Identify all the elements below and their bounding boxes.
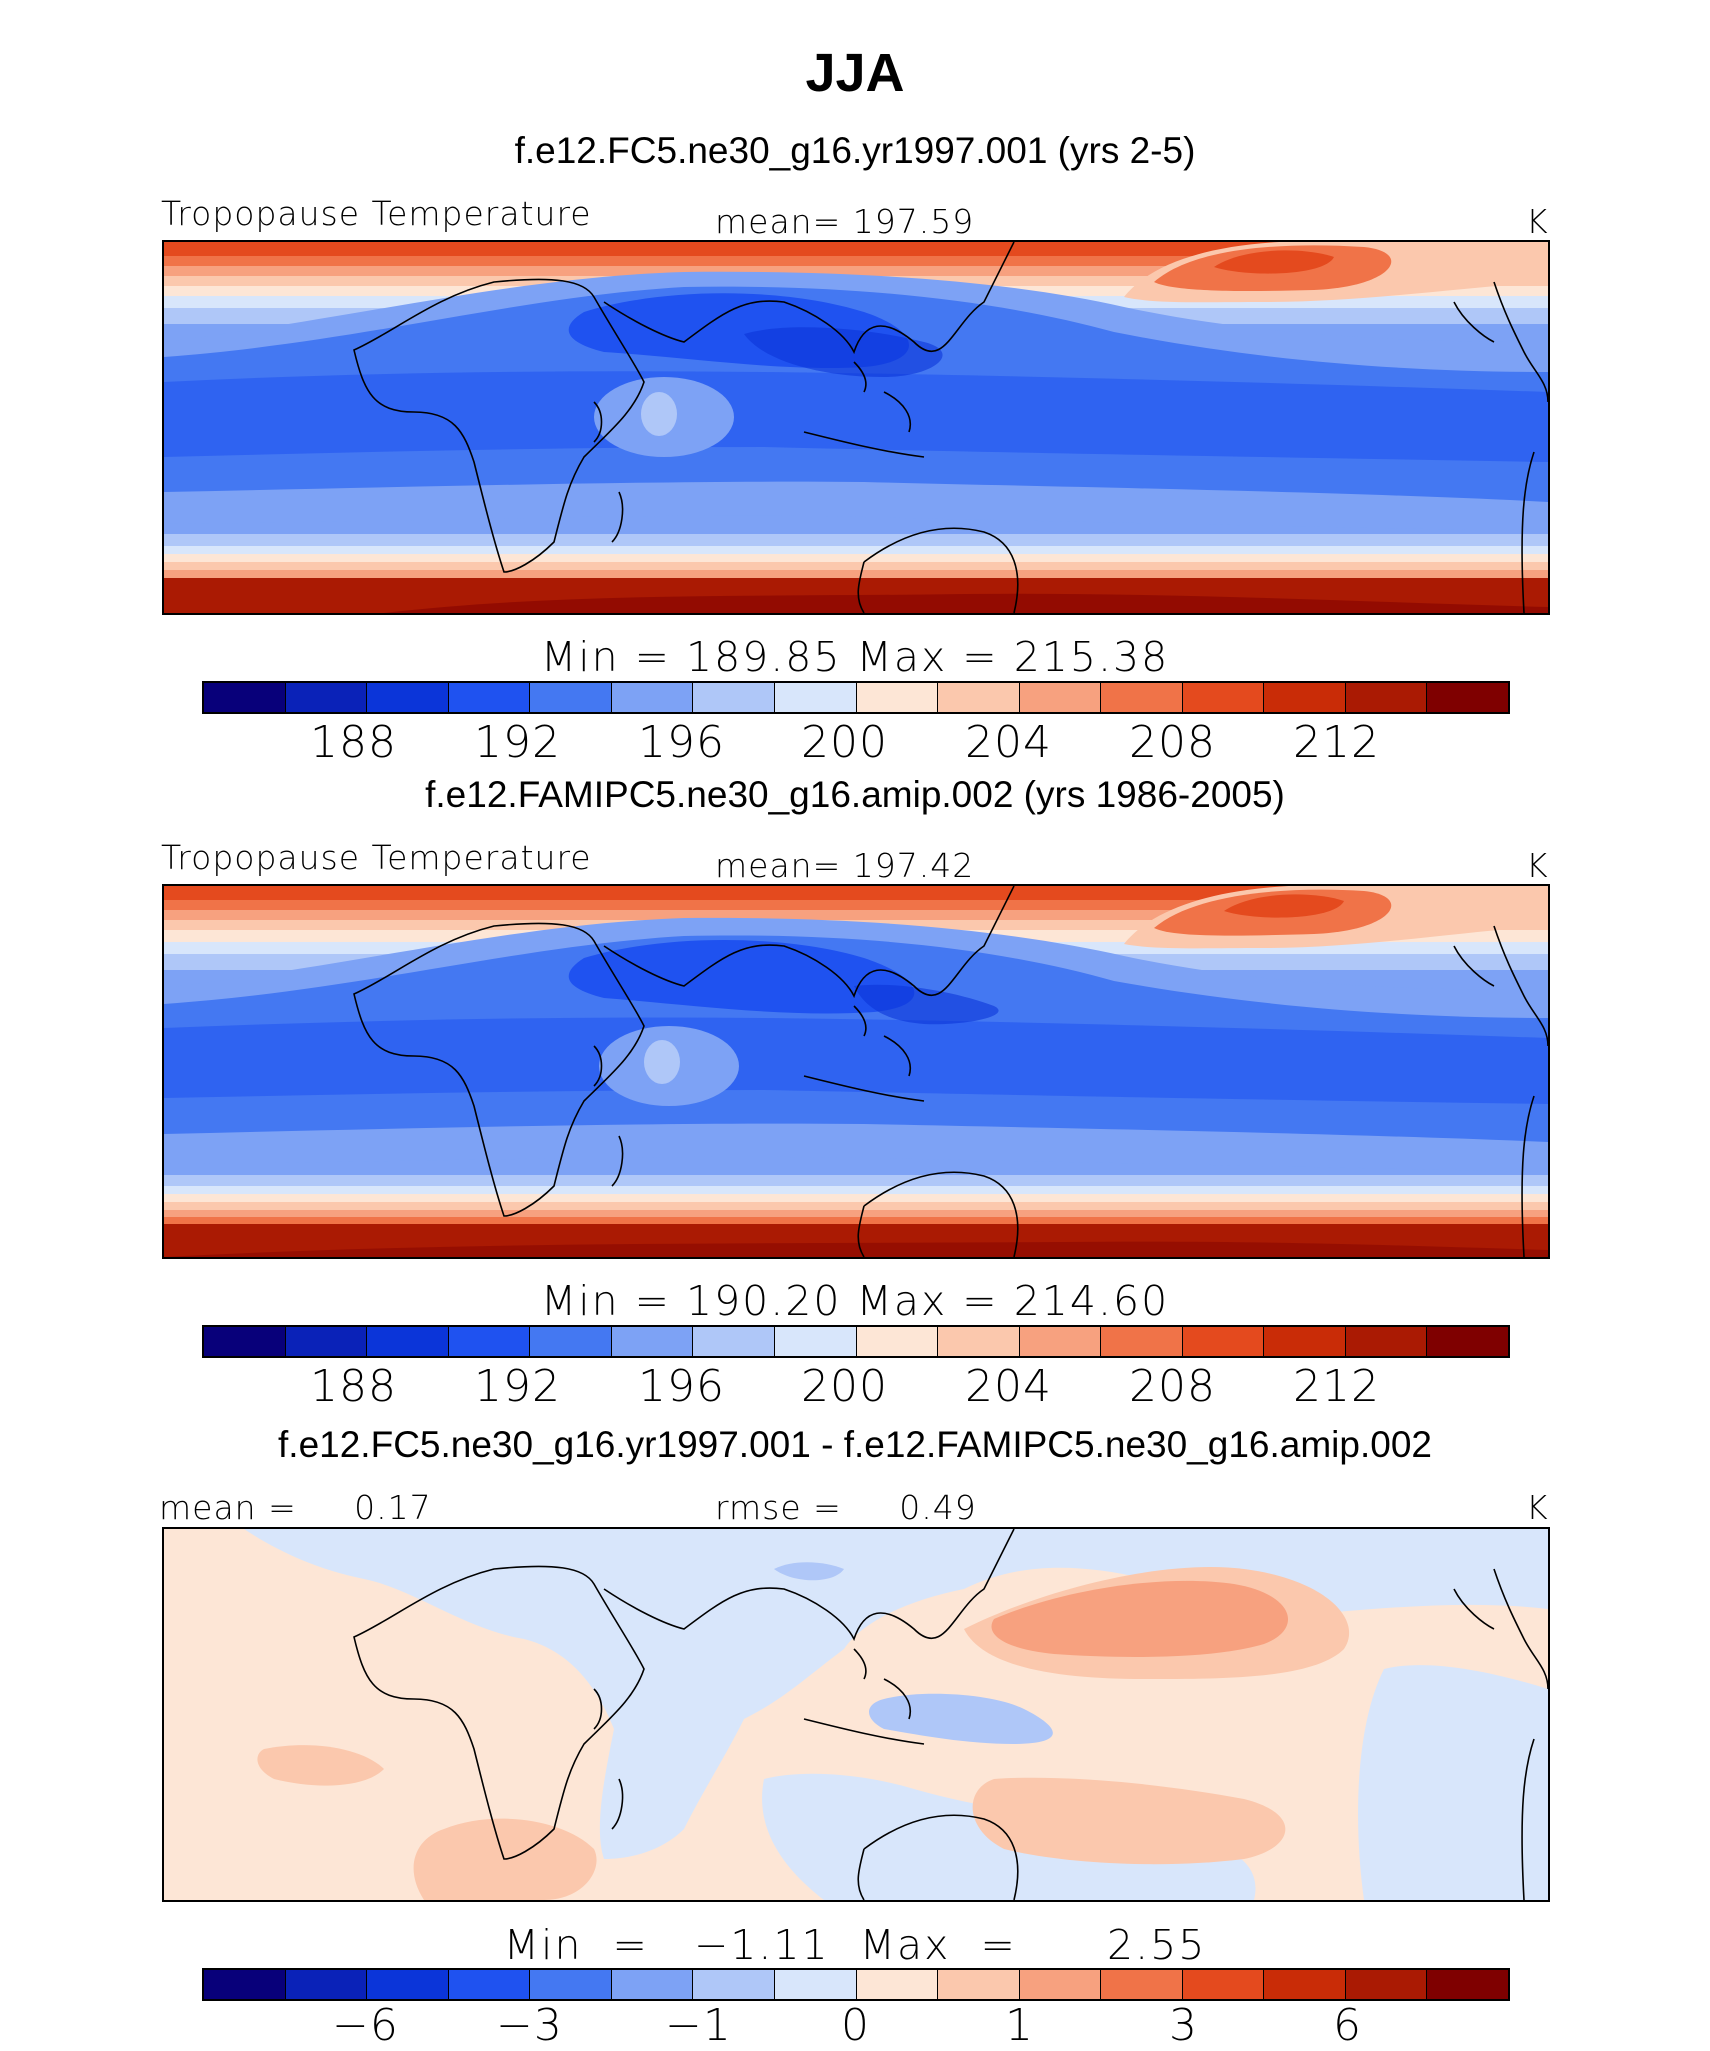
colorbar-swatch [284, 1327, 367, 1356]
panel1-tick: 192 [474, 717, 561, 768]
colorbar-swatch [1344, 683, 1427, 712]
panel2-tick: 204 [965, 1361, 1052, 1412]
panel2-tick: 188 [310, 1361, 397, 1412]
colorbar-swatch [284, 1970, 367, 1999]
colorbar-swatch [529, 1327, 611, 1356]
panel2-tick: 192 [474, 1361, 561, 1412]
colorbar-swatch [1344, 1970, 1427, 1999]
panel3-tick: 0 [841, 2000, 870, 2051]
panel2-map [162, 884, 1550, 1259]
panel2-tick: 208 [1129, 1361, 1216, 1412]
colorbar-swatch [855, 1970, 938, 1999]
colorbar-swatch [855, 1327, 938, 1356]
colorbar-swatch [529, 1970, 611, 1999]
panel2-units-label: K [1526, 846, 1549, 885]
panel1-minmax: Min = 189.85 Max = 215.38 [540, 633, 1170, 681]
panel3-mean-label: mean = 0.17 [159, 1488, 432, 1527]
panel1-tick: 204 [965, 717, 1052, 768]
colorbar-swatch [1263, 1970, 1345, 1999]
panel2-colorbar [202, 1325, 1510, 1358]
colorbar-swatch [1263, 683, 1345, 712]
colorbar-swatch [1018, 683, 1101, 712]
colorbar-swatch [366, 683, 448, 712]
colorbar-swatch [773, 1327, 856, 1356]
panel1-tick: 212 [1293, 717, 1380, 768]
panel3-tick: 6 [1333, 2000, 1362, 2051]
colorbar-swatch [937, 1970, 1019, 1999]
panel3-tick: 1 [1005, 2000, 1034, 2051]
colorbar-swatch [1018, 1327, 1101, 1356]
colorbar-swatch [773, 683, 856, 712]
colorbar-swatch [1426, 683, 1508, 712]
panel2-tick: 200 [801, 1361, 888, 1412]
panel1-tick: 208 [1129, 717, 1216, 768]
panel3-contour-field [164, 1529, 1548, 1900]
panel1-tick: 196 [638, 717, 725, 768]
colorbar-swatch [1100, 1970, 1182, 1999]
colorbar-swatch [1426, 1327, 1508, 1356]
colorbar-swatch [447, 1327, 530, 1356]
panel1-case-title: f.e12.FC5.ne30_g16.yr1997.001 (yrs 2-5) [514, 130, 1196, 171]
panel3-units-label: K [1526, 1488, 1549, 1527]
figure-title: JJA [805, 43, 905, 103]
colorbar-swatch [529, 683, 611, 712]
panel3-case-title: f.e12.FC5.ne30_g16.yr1997.001 - f.e12.FA… [278, 1424, 1432, 1465]
panel1-map [162, 240, 1550, 615]
panel3-tick: −6 [332, 2000, 399, 2051]
colorbar-swatch [204, 1327, 285, 1356]
panel2-mean-label: mean= 197.42 [715, 846, 975, 885]
colorbar-swatch [204, 1970, 285, 1999]
colorbar-swatch [1018, 1970, 1101, 1999]
colorbar-swatch [937, 1327, 1019, 1356]
panel1-contour-field [164, 242, 1548, 613]
panel3-tick: −3 [496, 2000, 563, 2051]
panel2-case-title: f.e12.FAMIPC5.ne30_g16.amip.002 (yrs 198… [425, 774, 1285, 815]
colorbar-swatch [447, 683, 530, 712]
colorbar-swatch [855, 683, 938, 712]
colorbar-swatch [610, 1327, 693, 1356]
panel1-tick: 200 [801, 717, 888, 768]
colorbar-swatch [366, 1327, 448, 1356]
panel1-colorbar [202, 681, 1510, 714]
colorbar-swatch [773, 1970, 856, 1999]
colorbar-swatch [937, 683, 1019, 712]
colorbar-swatch [204, 683, 285, 712]
panel3-colorbar [202, 1968, 1510, 2001]
colorbar-swatch [1100, 1327, 1182, 1356]
colorbar-swatch [1181, 1327, 1264, 1356]
colorbar-swatch [1344, 1327, 1427, 1356]
colorbar-swatch [1181, 683, 1264, 712]
panel1-tick: 188 [310, 717, 397, 768]
colorbar-swatch [366, 1970, 448, 1999]
colorbar-swatch [447, 1970, 530, 1999]
panel2-variable-label: Tropopause Temperature [161, 838, 592, 877]
panel3-map [162, 1527, 1550, 1902]
panel2-minmax: Min = 190.20 Max = 214.60 [540, 1277, 1170, 1325]
colorbar-swatch [610, 683, 693, 712]
colorbar-swatch [1426, 1970, 1508, 1999]
colorbar-swatch [284, 683, 367, 712]
colorbar-swatch [692, 683, 774, 712]
panel2-tick: 196 [638, 1361, 725, 1412]
colorbar-swatch [1263, 1327, 1345, 1356]
panel3-tick: −1 [665, 2000, 732, 2051]
panel2-tick: 212 [1293, 1361, 1380, 1412]
colorbar-swatch [1100, 683, 1182, 712]
colorbar-swatch [692, 1970, 774, 1999]
colorbar-swatch [610, 1970, 693, 1999]
panel1-mean-label: mean= 197.59 [715, 202, 975, 241]
colorbar-swatch [1181, 1970, 1264, 1999]
panel3-tick: 3 [1169, 2000, 1198, 2051]
panel3-minmax: Min = −1.11 Max = 2.55 [503, 1921, 1207, 1969]
panel3-rmse-label: rmse = 0.49 [715, 1488, 977, 1527]
panel2-contour-field [164, 886, 1548, 1257]
panel1-units-label: K [1526, 202, 1549, 241]
panel1-variable-label: Tropopause Temperature [161, 194, 592, 233]
colorbar-swatch [692, 1327, 774, 1356]
